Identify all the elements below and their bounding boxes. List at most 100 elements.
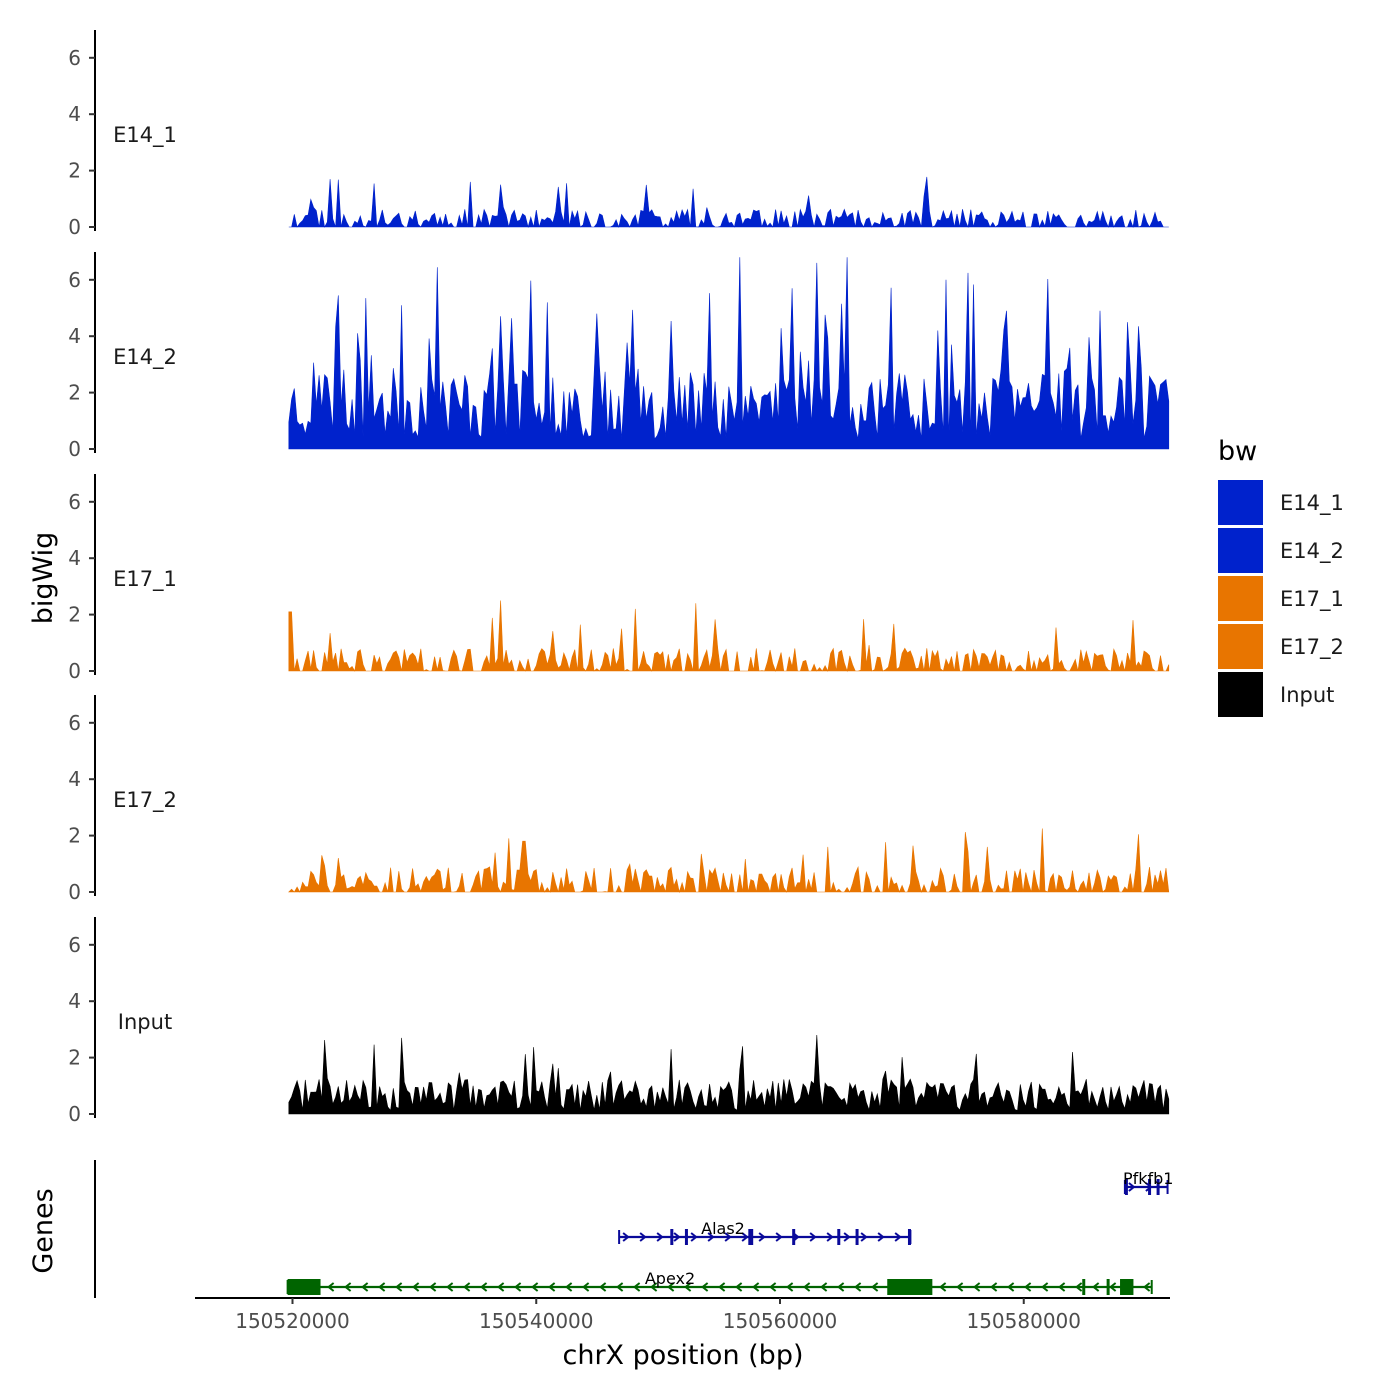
y-tick-label: 4 <box>68 102 81 126</box>
strand-arrow <box>1058 1282 1066 1292</box>
strand-arrow <box>1092 1282 1100 1292</box>
strand-arrow <box>939 1282 947 1292</box>
exon <box>748 1229 754 1245</box>
strand-arrow <box>463 1282 471 1292</box>
strand-arrow <box>741 1232 749 1242</box>
strand-arrow <box>656 1232 664 1242</box>
exon <box>1120 1279 1134 1295</box>
strand-arrow <box>395 1282 403 1292</box>
bigwig-tracks: 0 2 4 6 E14_1 0 2 4 6 E14_2 0 2 4 6 E17_1 0 2 4 6 E17_2 0 2 4 6… <box>68 30 1170 1126</box>
track-E17_1: 0 2 4 6 E17_1 <box>68 474 1170 683</box>
strand-arrow <box>860 1232 868 1242</box>
gene-label: Pfkfb1 <box>1123 1169 1174 1188</box>
legend-entry: Input <box>1218 672 1334 717</box>
y-axis-title: bigWig <box>28 532 59 625</box>
strand-arrow <box>826 1232 834 1242</box>
track-E14_1: 0 2 4 6 E14_1 <box>68 30 1169 239</box>
exon <box>670 1229 674 1245</box>
y-tick-label: 6 <box>68 46 81 70</box>
legend-swatch <box>1218 576 1263 621</box>
strand-arrow <box>531 1282 539 1292</box>
legend-title: bw <box>1218 436 1257 467</box>
signal-area-E17_2 <box>288 828 1170 894</box>
legend-swatch <box>1218 480 1263 525</box>
strand-arrow <box>565 1282 573 1292</box>
y-tick-label: 4 <box>68 546 81 570</box>
gene-Pfkfb1: Pfkfb1 <box>1123 1169 1174 1195</box>
legend-label: Input <box>1280 683 1334 707</box>
strand-arrow <box>707 1232 715 1242</box>
track-label: E14_2 <box>113 345 177 370</box>
gene-label: Alas2 <box>701 1219 745 1238</box>
gene-track: Pfkfb1 Alas2 Apex2 <box>94 1160 1174 1298</box>
signal-area-E14_1 <box>288 176 1169 229</box>
y-tick-label: 0 <box>68 880 81 904</box>
legend-entry: E17_1 <box>1218 576 1344 621</box>
exon <box>1082 1279 1086 1295</box>
gene-label: Apex2 <box>645 1269 695 1288</box>
strand-arrow <box>1007 1282 1015 1292</box>
strand-arrow <box>548 1282 556 1292</box>
signal-area-E17_1 <box>288 600 1170 673</box>
strand-arrow <box>701 1282 709 1292</box>
y-tick-label: 2 <box>68 603 81 627</box>
legend-label: E14_1 <box>1280 491 1344 516</box>
legend-swatch <box>1218 672 1263 717</box>
strand-arrow <box>1041 1282 1049 1292</box>
y-tick-label: 6 <box>68 933 81 957</box>
legend-label: E14_2 <box>1280 539 1344 564</box>
track-E17_2: 0 2 4 6 E17_2 <box>68 695 1170 904</box>
strand-arrow <box>837 1282 845 1292</box>
y-tick-label: 6 <box>68 490 81 514</box>
y-tick-label: 2 <box>68 159 81 183</box>
y-tick-label: 6 <box>68 711 81 735</box>
legend-entry: E17_2 <box>1218 624 1344 669</box>
strand-arrow <box>1075 1282 1083 1292</box>
y-tick-label: 2 <box>68 824 81 848</box>
strand-arrow <box>327 1282 335 1292</box>
strand-arrow <box>497 1282 505 1292</box>
strand-arrow <box>690 1232 698 1242</box>
exon <box>1148 1179 1152 1195</box>
strand-arrow <box>820 1282 828 1292</box>
strand-arrow <box>1024 1282 1032 1292</box>
strand-arrow <box>639 1232 647 1242</box>
y-tick-label: 4 <box>68 767 81 791</box>
gene-Alas2: Alas2 <box>618 1219 912 1245</box>
strand-arrow <box>724 1232 732 1242</box>
strand-arrow <box>667 1282 675 1292</box>
x-tick-label: 150520000 <box>235 1309 350 1333</box>
track-E14_2: 0 2 4 6 E14_2 <box>68 252 1170 461</box>
strand-arrow <box>344 1282 352 1292</box>
track-label: E17_2 <box>113 788 177 813</box>
strand-arrow <box>650 1282 658 1292</box>
y-tick-label: 2 <box>68 1046 81 1070</box>
exon <box>1124 1179 1128 1195</box>
strand-arrow <box>1109 1282 1117 1292</box>
exon <box>907 1229 911 1245</box>
y-tick-label: 4 <box>68 989 81 1013</box>
track-label: E17_1 <box>113 567 177 592</box>
strand-arrow <box>429 1282 437 1292</box>
strand-arrow <box>1128 1182 1136 1192</box>
y-tick-label: 4 <box>68 324 81 348</box>
x-tick-label: 150580000 <box>966 1309 1081 1333</box>
legend-label: E17_1 <box>1280 587 1344 612</box>
strand-arrow <box>1143 1282 1151 1292</box>
y-tick-label: 0 <box>68 1102 81 1126</box>
exon <box>855 1229 859 1245</box>
strand-arrow <box>956 1282 964 1292</box>
x-axis: 150520000 150540000 150560000 150580000 <box>195 1297 1170 1333</box>
strand-arrow <box>758 1232 766 1242</box>
strand-arrow <box>752 1282 760 1292</box>
exon <box>792 1229 796 1245</box>
strand-arrow <box>446 1282 454 1292</box>
legend-label: E17_2 <box>1280 635 1344 660</box>
exon <box>287 1279 321 1295</box>
legend-swatch <box>1218 528 1263 573</box>
genes-track-title: Genes <box>28 1188 59 1273</box>
gene-Apex2: Apex2 <box>286 1269 1153 1295</box>
strand-arrow <box>769 1282 777 1292</box>
y-tick-label: 6 <box>68 268 81 292</box>
